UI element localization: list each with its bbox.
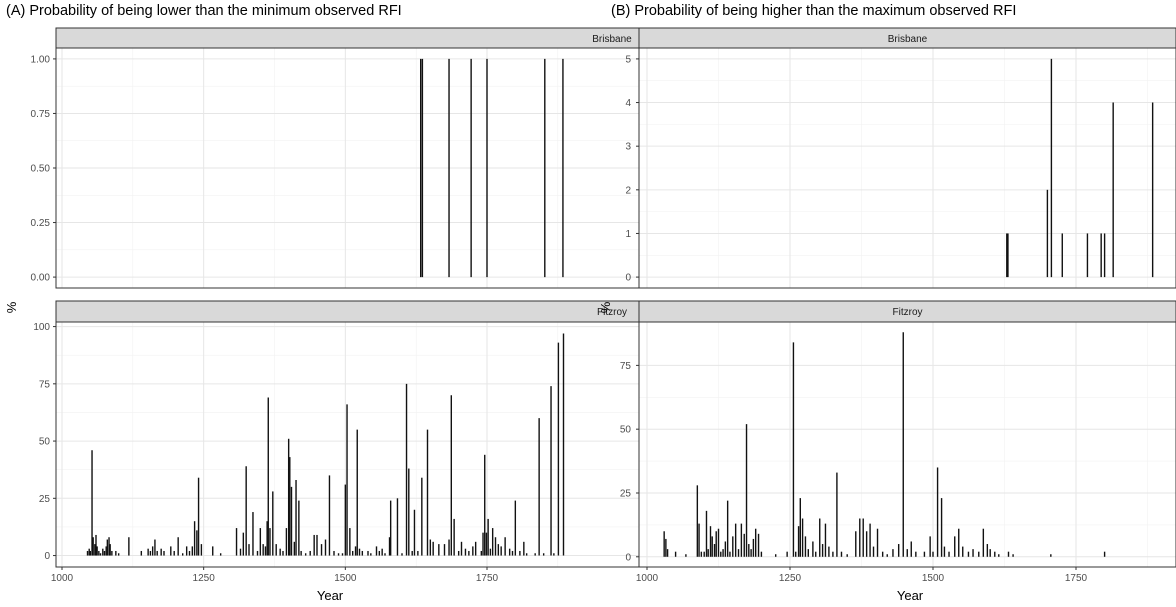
y-tick-label: 5: [625, 54, 631, 65]
y-tick-label: 0.25: [31, 218, 51, 229]
x-tick-label: 1250: [193, 573, 216, 584]
x-tick-label: 1250: [779, 573, 802, 584]
panel-title: (A) Probability of being lower than the …: [6, 3, 402, 19]
x-tick-label: 1750: [1065, 573, 1088, 584]
x-axis-title: Year: [897, 588, 924, 603]
panel-border: [638, 321, 1176, 568]
x-tick-label: 1000: [636, 573, 659, 584]
plot-background: [639, 322, 1176, 567]
y-tick-label: 2: [625, 185, 631, 196]
x-tick-label: 1000: [51, 573, 74, 584]
y-tick-label: 0: [44, 551, 50, 562]
y-tick-label: 0.75: [31, 109, 51, 120]
facet-strip-label: Brisbane: [592, 34, 632, 45]
y-axis-title: %: [4, 301, 19, 313]
x-axis-title: Year: [317, 588, 344, 603]
y-tick-label: 50: [39, 437, 51, 448]
x-tick-label: 1500: [334, 573, 357, 584]
panel-b: (B) Probability of being higher than the…: [598, 3, 1176, 603]
x-tick-label: 1750: [476, 573, 499, 584]
y-tick-label: 25: [39, 494, 51, 505]
y-tick-label: 1: [625, 229, 631, 240]
facet-strip-label: Fitzroy: [597, 307, 627, 318]
y-tick-label: 1.00: [31, 54, 51, 65]
y-tick-label: 0.00: [31, 273, 51, 284]
y-tick-label: 75: [620, 361, 632, 372]
panel-border: [638, 47, 1176, 289]
y-tick-label: 4: [625, 98, 631, 109]
y-tick-label: 50: [620, 425, 632, 436]
y-axis-title: %: [598, 301, 613, 313]
x-tick-label: 1500: [922, 573, 945, 584]
y-tick-label: 3: [625, 142, 631, 153]
facet-fitzroy: Fitzroy 0 25 50 75 1000 1250 1500 1750: [620, 300, 1176, 584]
panel-title: (B) Probability of being higher than the…: [611, 3, 1016, 19]
y-tick-label: 25: [620, 488, 632, 499]
y-tick-label: 0: [625, 552, 631, 563]
y-tick-label: 100: [33, 322, 50, 333]
y-tick-label: 0.50: [31, 164, 51, 175]
y-tick-label: 0: [625, 273, 631, 284]
facet-strip-label: Fitzroy: [893, 307, 923, 318]
y-tick-label: 75: [39, 379, 51, 390]
facet-brisbane: Brisbane 0 1 2 3 4 5: [625, 27, 1176, 289]
facet-strip-label: Brisbane: [888, 34, 928, 45]
